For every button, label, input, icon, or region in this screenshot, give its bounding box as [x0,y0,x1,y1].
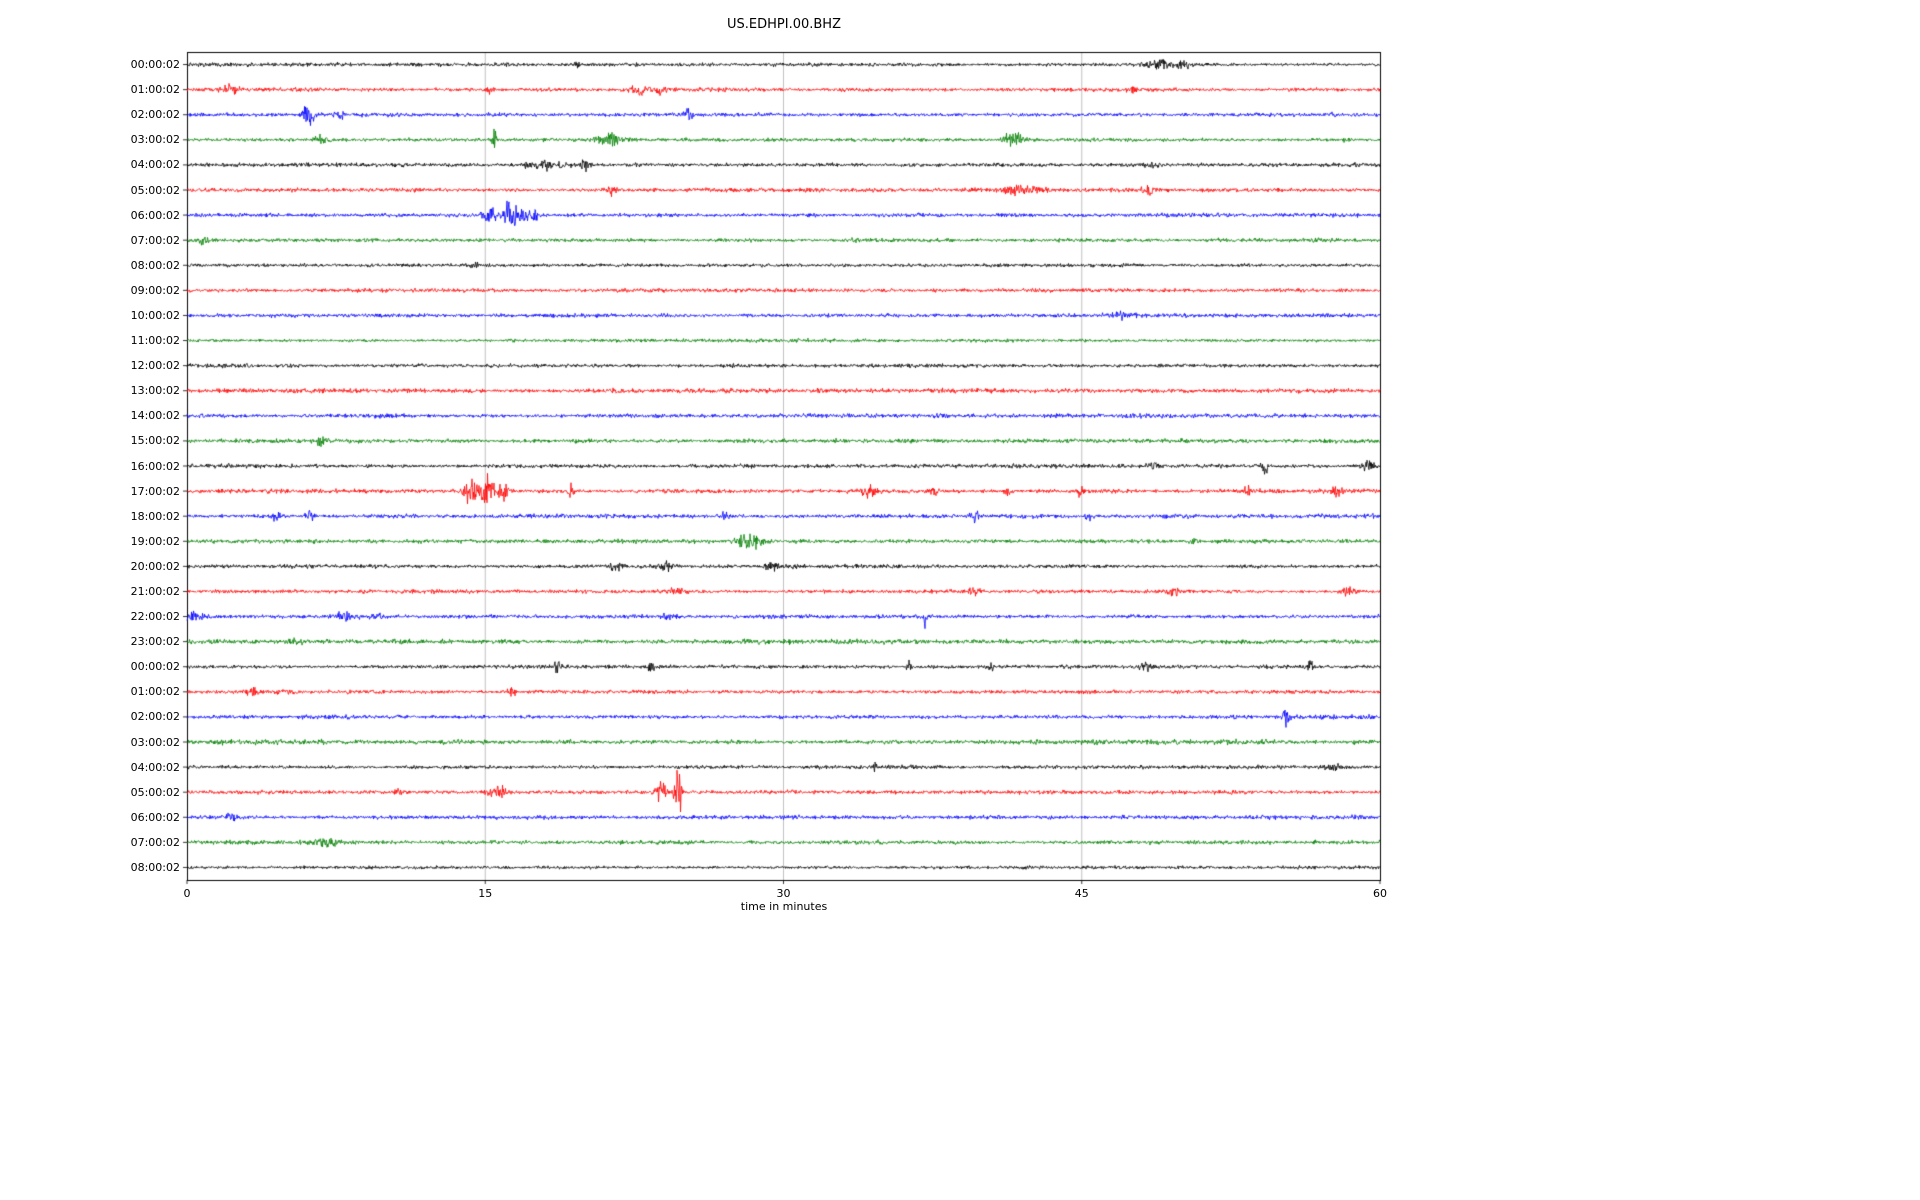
y-axis-label: 01:00:02 [130,83,180,97]
y-axis-label: 04:00:02 [130,158,180,172]
y-axis-label: 00:00:02 [130,660,180,674]
y-axis-label: 09:00:02 [130,283,180,297]
y-axis-label: 22:00:02 [130,610,180,624]
y-axis-label: 20:00:02 [130,559,180,573]
y-axis-label: 02:00:02 [130,710,180,724]
y-axis-label: 12:00:02 [130,359,180,373]
y-axis-label: 06:00:02 [130,208,180,222]
y-axis-label: 19:00:02 [130,534,180,548]
y-axis-label: 06:00:02 [130,810,180,824]
y-axis-label: 23:00:02 [130,635,180,649]
y-axis-label: 16:00:02 [130,459,180,473]
y-axis-label: 07:00:02 [130,233,180,247]
x-axis-tick-label: 60 [1373,887,1387,900]
y-axis-label: 21:00:02 [130,584,180,598]
y-axis-label: 14:00:02 [130,409,180,423]
y-axis-label: 00:00:02 [130,58,180,72]
y-axis-label: 05:00:02 [130,785,180,799]
y-axis-label: 08:00:02 [130,258,180,272]
x-axis-tick-label: 15 [478,887,493,900]
y-axis-label: 02:00:02 [130,108,180,122]
x-axis-tick-label: 30 [776,887,791,900]
y-axis-label: 03:00:02 [130,735,180,749]
y-axis-label: 17:00:02 [130,484,180,498]
chart-title: US.EDHPI.00.BHZ [727,17,841,32]
y-axis-label: 18:00:02 [130,509,180,523]
y-axis-label: 01:00:02 [130,685,180,699]
y-axis-label: 08:00:02 [130,860,180,874]
x-axis-title: time in minutes [740,900,828,913]
y-axis-label: 04:00:02 [130,760,180,774]
y-axis-label: 03:00:02 [130,133,180,147]
y-axis-label: 11:00:02 [130,334,180,348]
y-axis-label: 15:00:02 [130,434,180,448]
y-axis-label: 13:00:02 [130,384,180,398]
y-axis-label: 10:00:02 [130,308,180,322]
x-axis-tick-label: 0 [183,887,191,900]
y-axis-label: 05:00:02 [130,183,180,197]
x-axis-tick-label: 45 [1074,887,1089,900]
y-axis-label: 07:00:02 [130,835,180,849]
